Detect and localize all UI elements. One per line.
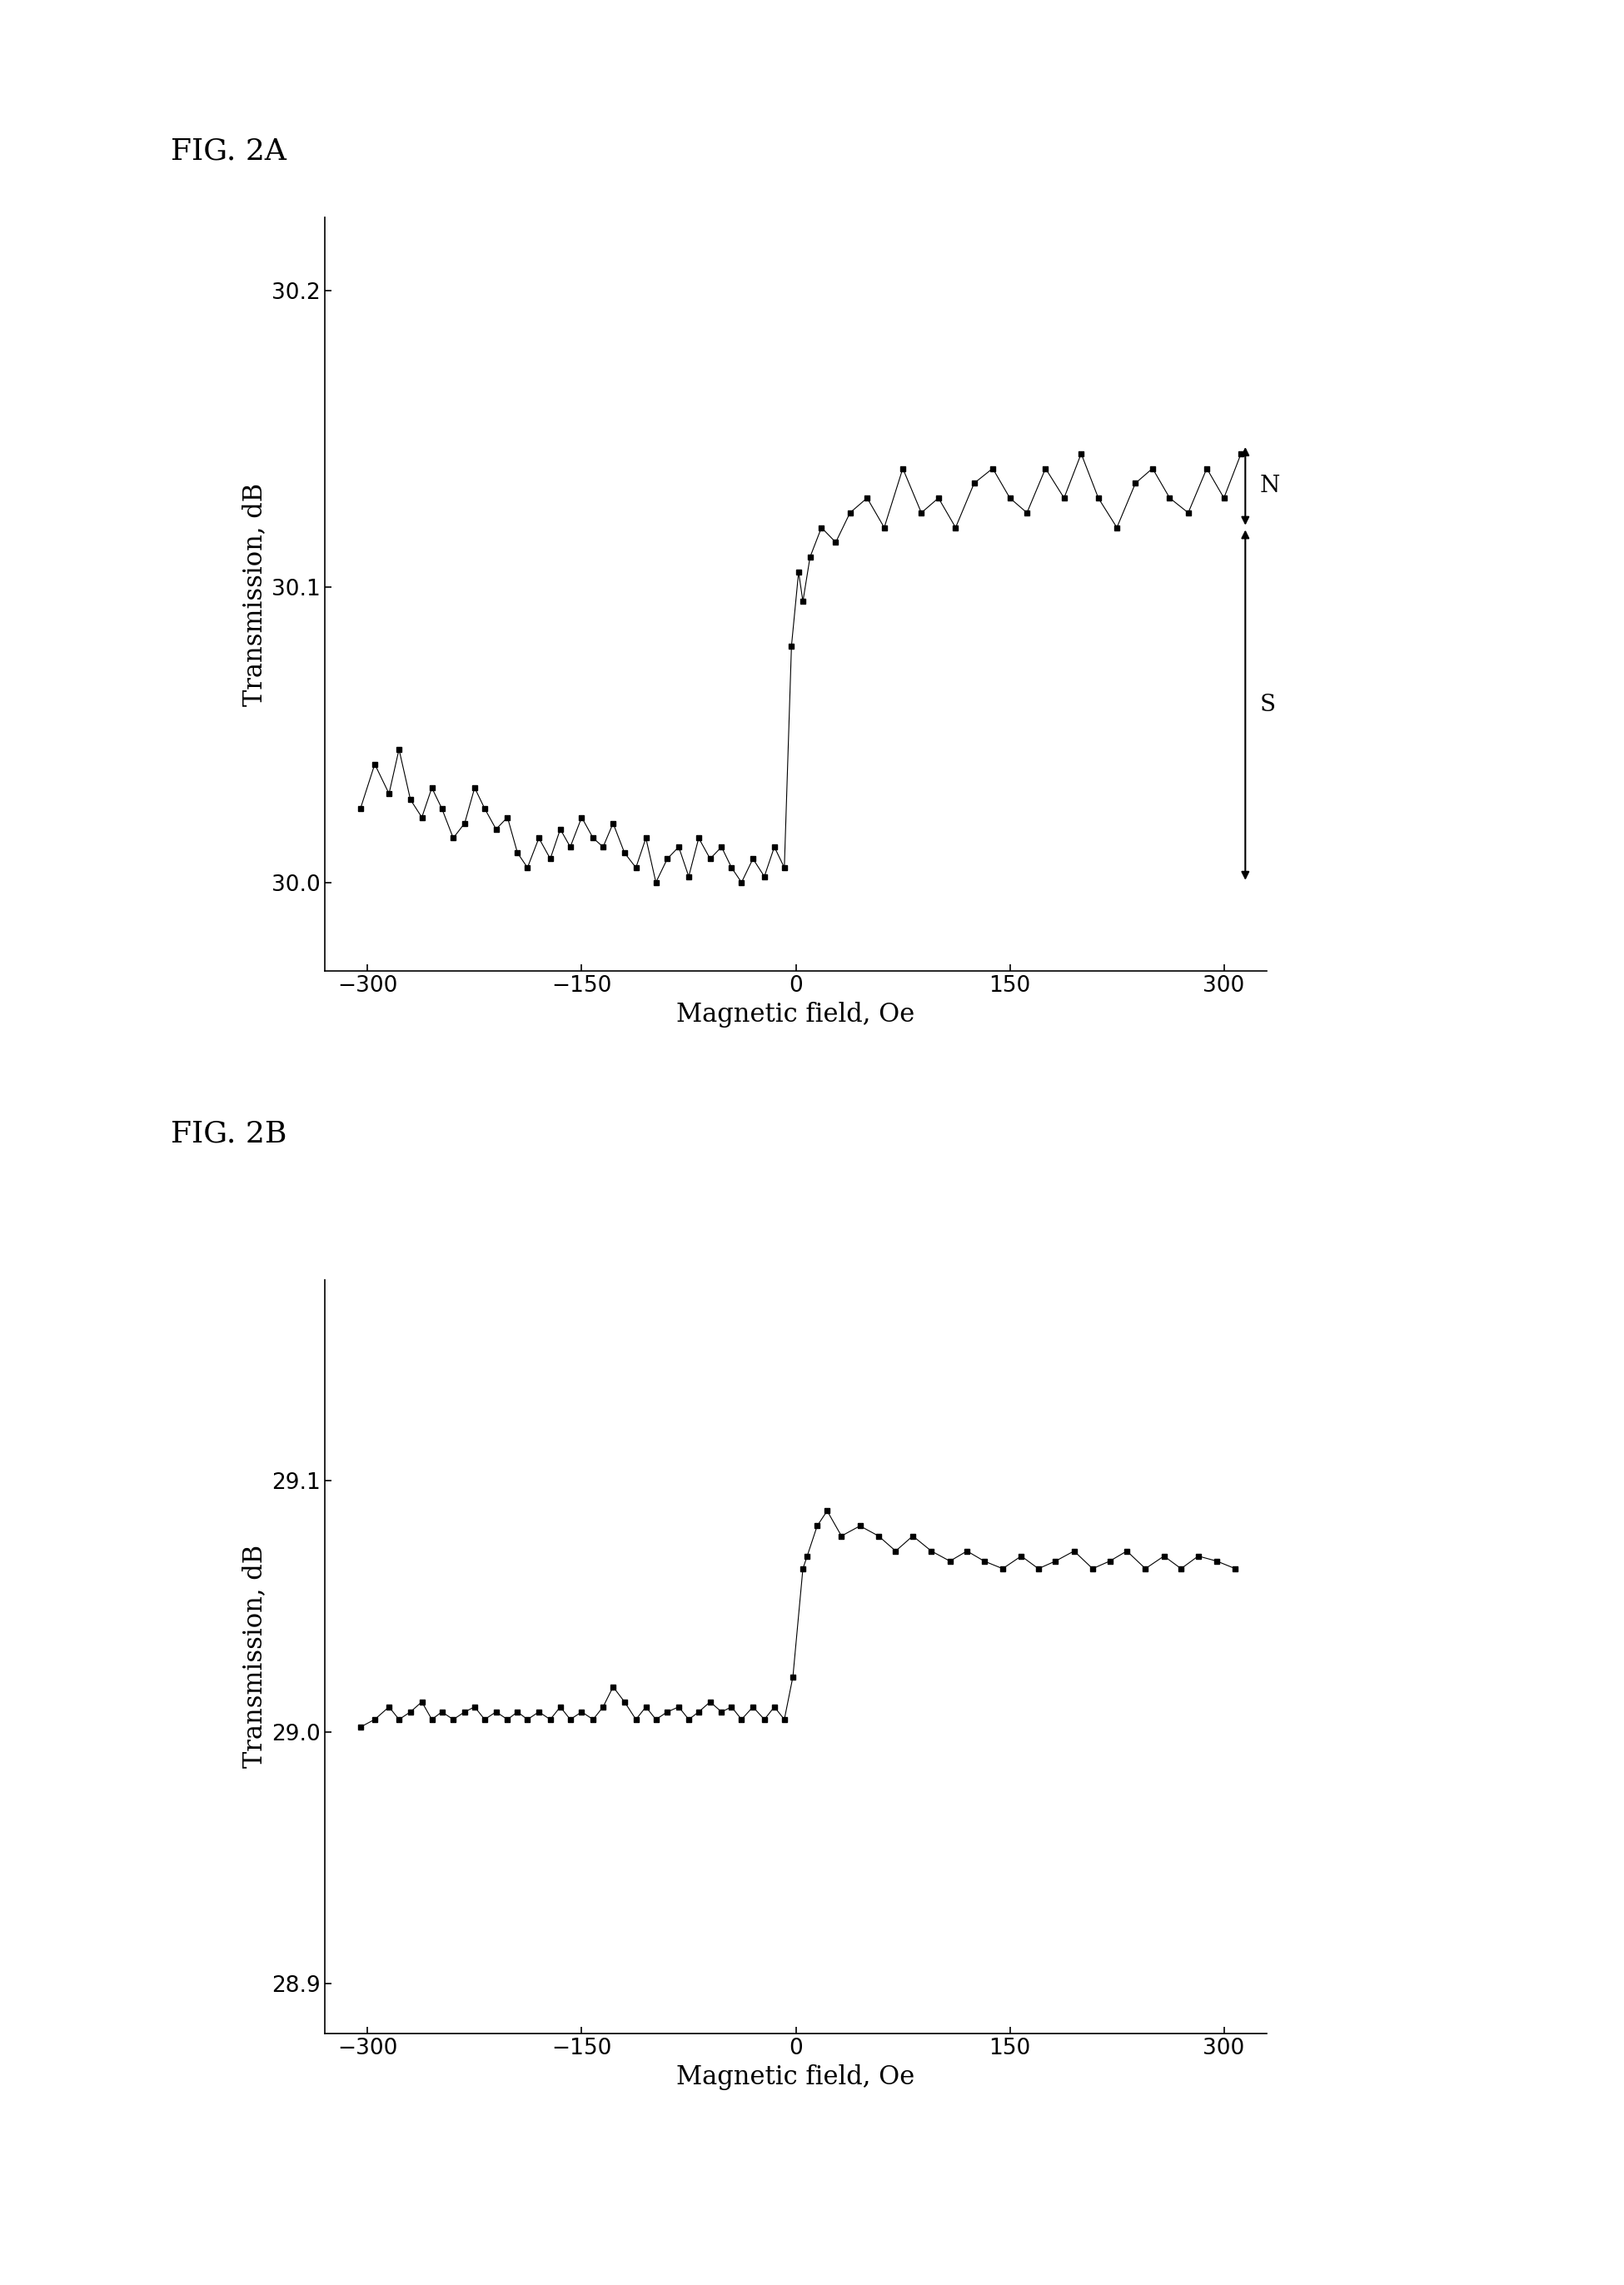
Y-axis label: Transmission, dB: Transmission, dB bbox=[242, 482, 268, 706]
Text: S: S bbox=[1260, 695, 1275, 715]
X-axis label: Magnetic field, Oe: Magnetic field, Oe bbox=[677, 1001, 914, 1028]
Text: N: N bbox=[1260, 475, 1280, 498]
X-axis label: Magnetic field, Oe: Magnetic field, Oe bbox=[677, 2063, 914, 2091]
Y-axis label: Transmission, dB: Transmission, dB bbox=[242, 1545, 268, 1769]
Text: FIG. 2B: FIG. 2B bbox=[171, 1120, 287, 1147]
Text: FIG. 2A: FIG. 2A bbox=[171, 137, 286, 165]
